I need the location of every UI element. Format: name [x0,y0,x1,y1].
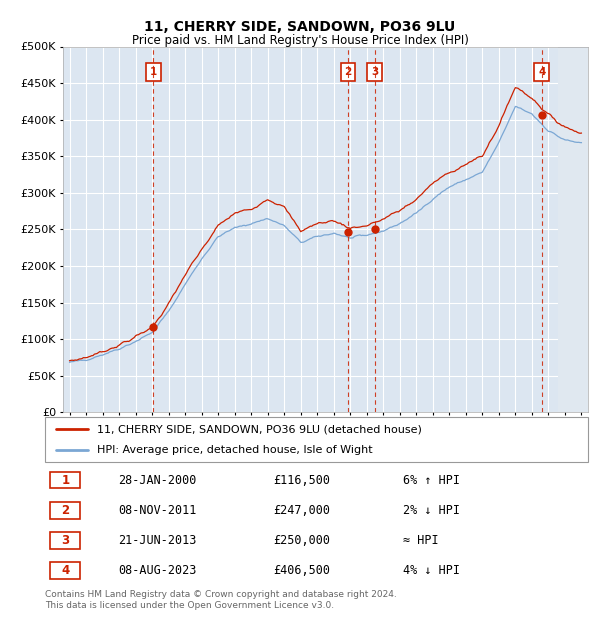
Text: HPI: Average price, detached house, Isle of Wight: HPI: Average price, detached house, Isle… [97,445,372,455]
Text: 6% ↑ HPI: 6% ↑ HPI [403,474,460,487]
Text: 08-AUG-2023: 08-AUG-2023 [118,564,197,577]
FancyBboxPatch shape [50,472,80,489]
Text: 3: 3 [61,534,70,547]
Text: 2: 2 [344,67,352,77]
Text: 2: 2 [61,504,70,517]
Text: 3: 3 [371,67,378,77]
Text: Price paid vs. HM Land Registry's House Price Index (HPI): Price paid vs. HM Land Registry's House … [131,34,469,47]
Text: 11, CHERRY SIDE, SANDOWN, PO36 9LU (detached house): 11, CHERRY SIDE, SANDOWN, PO36 9LU (deta… [97,424,421,435]
Text: 4: 4 [538,67,545,77]
Text: 21-JUN-2013: 21-JUN-2013 [118,534,197,547]
FancyBboxPatch shape [50,532,80,549]
Text: 08-NOV-2011: 08-NOV-2011 [118,504,197,517]
Text: £406,500: £406,500 [273,564,330,577]
Text: This data is licensed under the Open Government Licence v3.0.: This data is licensed under the Open Gov… [45,601,334,611]
Text: £250,000: £250,000 [273,534,330,547]
Bar [558,46,588,412]
Text: 1: 1 [61,474,70,487]
FancyBboxPatch shape [50,562,80,579]
Text: 4: 4 [61,564,70,577]
Text: 4% ↓ HPI: 4% ↓ HPI [403,564,460,577]
Text: 11, CHERRY SIDE, SANDOWN, PO36 9LU: 11, CHERRY SIDE, SANDOWN, PO36 9LU [145,20,455,34]
Text: Contains HM Land Registry data © Crown copyright and database right 2024.: Contains HM Land Registry data © Crown c… [45,590,397,600]
Text: £116,500: £116,500 [273,474,330,487]
Text: £247,000: £247,000 [273,504,330,517]
Text: ≈ HPI: ≈ HPI [403,534,439,547]
FancyBboxPatch shape [45,417,588,462]
Text: 2% ↓ HPI: 2% ↓ HPI [403,504,460,517]
Text: 1: 1 [150,67,157,77]
Text: 28-JAN-2000: 28-JAN-2000 [118,474,197,487]
FancyBboxPatch shape [50,502,80,519]
